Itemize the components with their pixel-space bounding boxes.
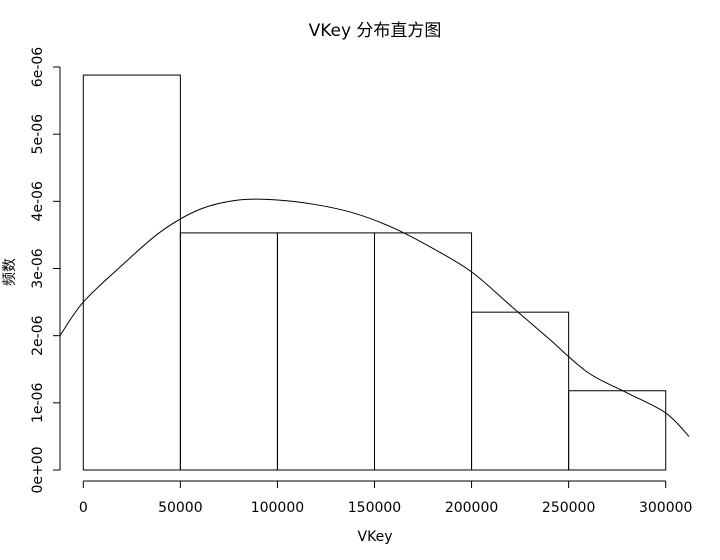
density-curve [59, 198, 690, 437]
x-axis-label: VKey [358, 529, 393, 545]
x-tick-label: 0 [79, 500, 88, 516]
histogram-bar-1 [82, 74, 181, 471]
density-curve-group [59, 198, 690, 437]
y-axis: 0e+00 1e-06 2e-06 3e-06 4e-06 5e-06 6e-06 [30, 47, 61, 494]
histogram-bars [82, 74, 667, 471]
x-tick-label: 100000 [251, 500, 304, 516]
x-tick-label: 300000 [639, 500, 692, 516]
histogram-bar-4 [374, 232, 473, 471]
x-tick-label: 250000 [542, 500, 595, 516]
y-tick-label: 6e-06 [30, 47, 46, 87]
y-tick-label: 2e-06 [30, 315, 46, 355]
x-tick-label: 50000 [158, 500, 203, 516]
x-tick-label: 200000 [445, 500, 498, 516]
histogram-bar-2 [179, 232, 278, 471]
y-tick-label: 1e-06 [30, 383, 46, 423]
chart-title: VKey 分布直方图 [309, 21, 442, 41]
y-tick-label: 5e-06 [30, 114, 46, 154]
x-tick-label: 150000 [348, 500, 401, 516]
y-axis-label: 频数 [2, 258, 18, 286]
y-tick-label: 3e-06 [30, 248, 46, 288]
y-tick-label: 4e-06 [30, 181, 46, 221]
histogram-bar-3 [276, 232, 375, 471]
y-tick-label: 0e+00 [30, 446, 46, 493]
histogram-bar-5 [471, 311, 570, 471]
histogram-bar-6 [568, 390, 667, 471]
x-axis: 0 50000 100000 150000 200000 250000 300000 [79, 480, 692, 516]
